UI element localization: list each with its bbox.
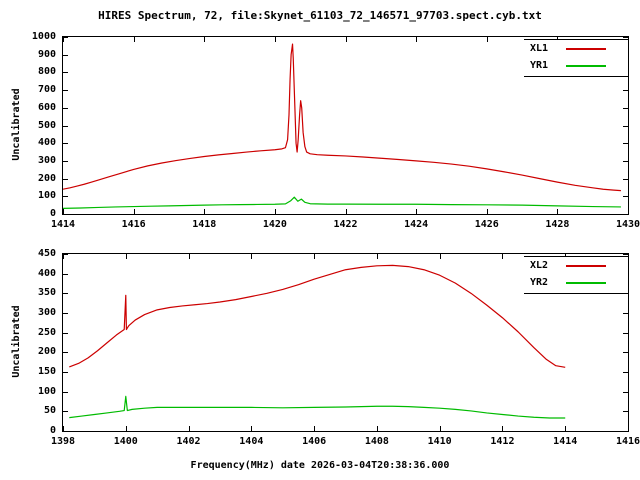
y-tick-label: 600 xyxy=(37,101,56,113)
x-tick-label: 1422 xyxy=(333,219,358,230)
x-tick-label: 1414 xyxy=(553,436,578,447)
y-tick-label: 200 xyxy=(37,346,56,358)
legend-item-yr2[interactable]: YR2 xyxy=(524,274,628,291)
x-tick-label: 1402 xyxy=(176,436,201,447)
x-tick-label: 1412 xyxy=(490,436,515,447)
y-tick-label: 300 xyxy=(37,307,56,318)
series-line-xl2 xyxy=(69,264,566,368)
x-tick-label: 1430 xyxy=(615,219,640,230)
legend-item-xl2[interactable]: XL2 xyxy=(524,257,628,274)
legend-item-yr1[interactable]: YR1 xyxy=(524,57,628,74)
page-title: HIRES Spectrum, 72, file:Skynet_61103_72… xyxy=(98,9,542,22)
series-line-yr2 xyxy=(69,395,566,419)
x-tick-label: 1418 xyxy=(192,219,217,230)
legend-color-swatch xyxy=(566,47,606,50)
y-tick-label: 100 xyxy=(37,190,56,202)
y-tick-label: 700 xyxy=(37,84,56,96)
x-tick-label: 1406 xyxy=(302,436,327,447)
legend-top: XL1 YR1 xyxy=(524,39,629,77)
legend-label: XL1 xyxy=(530,43,549,54)
x-tick-label: 1408 xyxy=(364,436,389,447)
x-tick-label: 1420 xyxy=(262,219,287,230)
x-tick-label: 1404 xyxy=(239,436,264,447)
legend-color-swatch xyxy=(566,64,606,67)
y-tick-label: 800 xyxy=(37,66,56,78)
x-tick-label: 1428 xyxy=(545,219,570,230)
y-tick-label: 400 xyxy=(37,137,56,149)
y-tick-label: 500 xyxy=(37,119,56,131)
legend-color-swatch xyxy=(566,264,606,267)
x-axis-title: Frequency(MHz) date 2026-03-04T20:38:36.… xyxy=(190,460,450,471)
y-tick-label: 200 xyxy=(37,172,56,184)
y-tick-label: 1000 xyxy=(31,31,56,42)
series-line-yr1 xyxy=(63,196,621,209)
x-tick-label: 1424 xyxy=(404,219,429,230)
legend-label: YR1 xyxy=(530,60,549,71)
legend-label: XL2 xyxy=(530,260,549,271)
y-tick-label: 900 xyxy=(37,48,56,60)
y-tick-label: 0 xyxy=(49,208,56,219)
x-tick-label: 1426 xyxy=(474,219,499,230)
series-line-xl1 xyxy=(63,43,621,192)
x-tick-label: 1416 xyxy=(121,219,146,230)
x-tick-label: 1400 xyxy=(113,436,138,447)
y-tick-label: 250 xyxy=(37,326,56,338)
y-tick-label: 0 xyxy=(49,425,56,436)
x-tick-label: 1414 xyxy=(50,219,76,230)
y-tick-label: 300 xyxy=(37,154,56,166)
legend-label: YR2 xyxy=(530,277,549,288)
y-tick-label: 150 xyxy=(37,366,56,377)
x-tick-label: 1398 xyxy=(50,436,76,447)
bottom-plot-frame xyxy=(62,253,629,432)
y-tick-label: 50 xyxy=(43,405,56,417)
legend-color-swatch xyxy=(566,281,606,284)
legend-bottom: XL2 YR2 xyxy=(524,256,629,294)
x-tick-label: 1410 xyxy=(427,436,452,447)
y-tick-label: 100 xyxy=(37,385,56,397)
y-tick-label: 350 xyxy=(37,287,56,299)
x-tick-label: 1416 xyxy=(615,436,640,447)
legend-item-xl1[interactable]: XL1 xyxy=(524,40,628,57)
y-tick-label: 400 xyxy=(37,267,56,279)
bottom-plot-canvas xyxy=(63,254,628,431)
y-tick-label: 450 xyxy=(37,248,56,259)
